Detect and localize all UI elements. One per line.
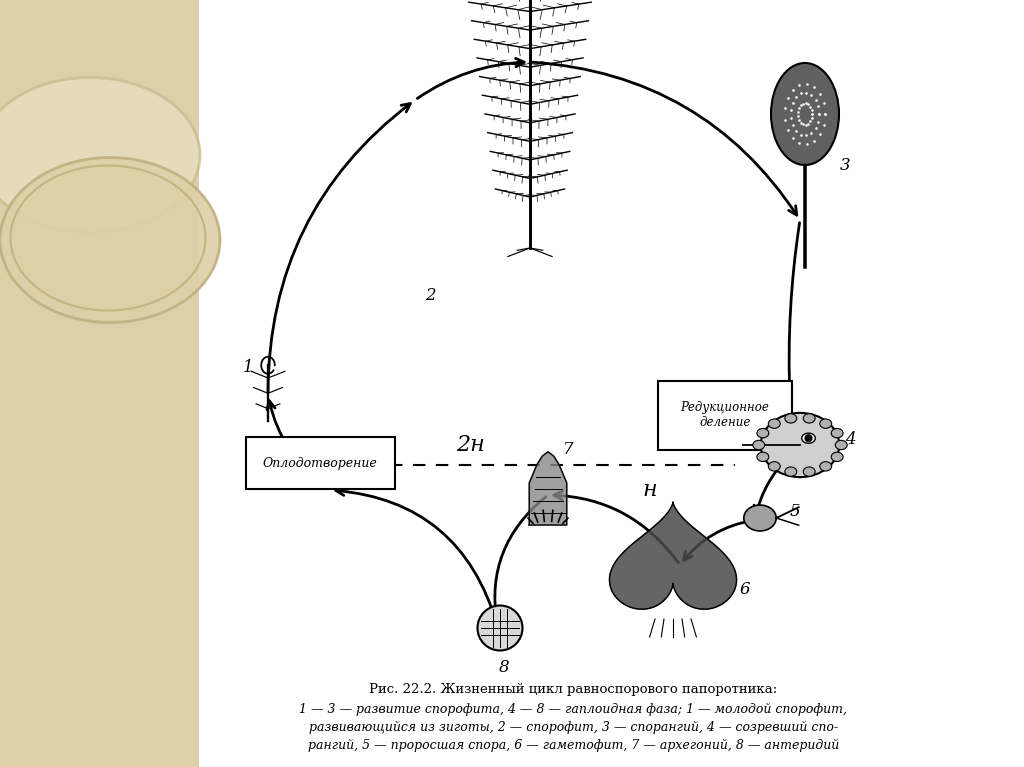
Text: 5: 5 [790,503,801,521]
Text: Оплодотворение: Оплодотворение [262,456,378,469]
Text: 6: 6 [739,581,751,598]
Polygon shape [609,502,736,609]
Ellipse shape [831,453,843,462]
Ellipse shape [820,419,831,428]
Text: 3: 3 [840,156,850,173]
Ellipse shape [802,433,815,443]
Text: 8: 8 [499,660,509,676]
Ellipse shape [820,462,831,471]
Text: рангий, 5 — проросшая спора, 6 — гаметофит, 7 — архегоний, 8 — антеридий: рангий, 5 — проросшая спора, 6 — гаметоф… [308,739,839,752]
Ellipse shape [771,63,839,165]
Ellipse shape [803,467,815,476]
Ellipse shape [757,429,769,438]
Text: развивающийся из зиготы, 2 — спорофит, 3 — спорангий, 4 — созревший спо-: развивающийся из зиготы, 2 — спорофит, 3… [309,721,838,734]
Text: н: н [643,479,657,501]
Text: 4: 4 [845,432,855,449]
Ellipse shape [784,413,797,423]
Text: 2н: 2н [456,434,484,456]
Ellipse shape [743,505,776,531]
Ellipse shape [768,462,780,471]
Circle shape [805,435,812,442]
Ellipse shape [0,157,220,322]
Ellipse shape [761,413,840,477]
Bar [0,0,199,767]
Ellipse shape [831,429,843,438]
Text: Рис. 22.2. Жизненный цикл равноспорового папоротника:: Рис. 22.2. Жизненный цикл равноспорового… [370,683,777,696]
Polygon shape [529,452,566,525]
Ellipse shape [753,440,765,449]
Circle shape [477,605,522,650]
Text: 2: 2 [425,287,435,304]
Ellipse shape [803,413,815,423]
Ellipse shape [784,467,797,476]
Ellipse shape [768,419,780,428]
Text: 1: 1 [243,360,253,377]
Text: Редукционное
деление: Редукционное деление [681,401,769,429]
Text: 7: 7 [562,442,573,459]
Ellipse shape [757,453,769,462]
Ellipse shape [0,77,200,232]
FancyBboxPatch shape [246,437,394,489]
FancyBboxPatch shape [658,380,792,449]
Text: 1 — 3 — развитие спорофита, 4 — 8 — гаплоидная фаза; 1 — молодой спорофит,: 1 — 3 — развитие спорофита, 4 — 8 — гапл… [299,703,848,716]
Ellipse shape [836,440,847,449]
